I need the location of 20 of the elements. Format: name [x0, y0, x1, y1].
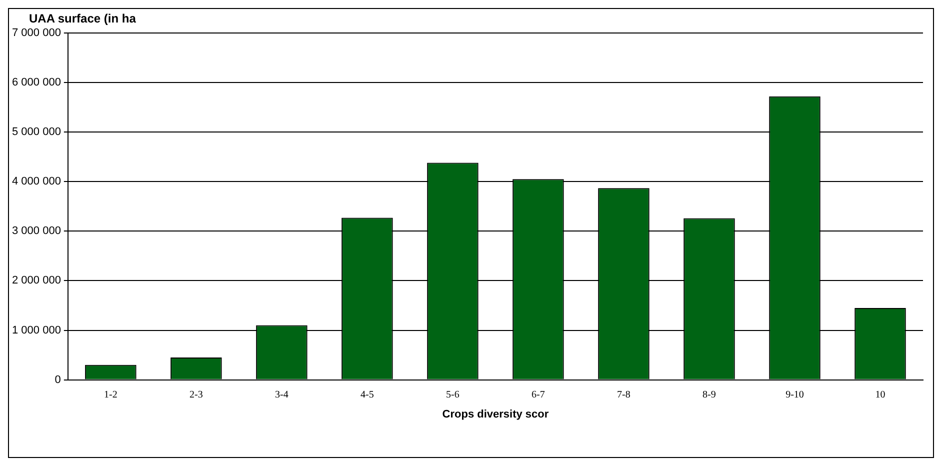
x-tick-label: 4-5: [360, 389, 374, 400]
y-axis-title: UAA surface (in ha: [29, 11, 136, 26]
y-tick-label: 5 000 000: [12, 126, 61, 138]
y-tick-label: 0: [54, 374, 61, 386]
y-tick-label: 1 000 000: [12, 324, 61, 336]
x-tick-label: 1-2: [104, 389, 118, 400]
x-tick-label: 2-3: [190, 389, 203, 400]
x-tick-label: 8-9: [702, 389, 716, 400]
x-tick-label: 5-6: [446, 389, 460, 400]
x-tick-label: 3-4: [275, 389, 288, 400]
y-tick-label: 4 000 000: [12, 176, 61, 188]
y-tick-label: 2 000 000: [12, 274, 61, 287]
y-tick-label: 3 000 000: [12, 225, 61, 238]
y-tick-label: 6 000 000: [12, 76, 61, 89]
x-tick-label: 7-8: [617, 389, 630, 400]
x-axis-title: Crops diversity scor: [442, 408, 550, 420]
x-tick-label: 10: [875, 389, 886, 400]
x-tick-label: 9-10: [786, 389, 804, 400]
y-tick-label: 7 000 000: [12, 27, 61, 40]
x-tick-label: 6-7: [532, 389, 545, 400]
